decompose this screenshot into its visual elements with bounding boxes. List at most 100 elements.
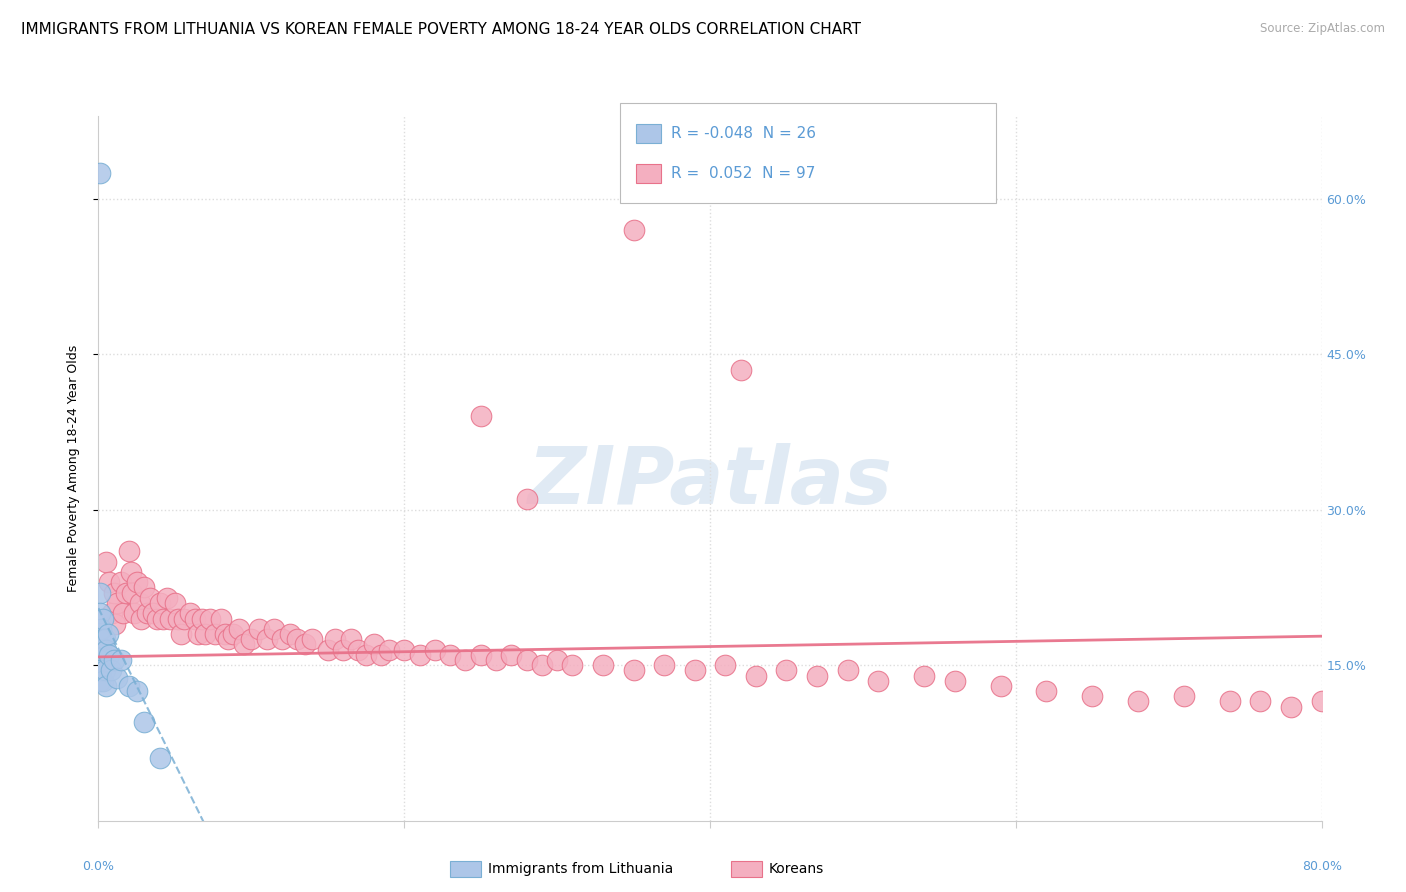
Point bbox=[270, 632, 292, 647]
Point bbox=[129, 611, 152, 625]
Point bbox=[142, 607, 165, 621]
Point bbox=[745, 668, 768, 682]
Point bbox=[339, 632, 361, 647]
Point bbox=[912, 668, 935, 682]
Point bbox=[1128, 694, 1150, 708]
Point bbox=[454, 653, 477, 667]
Point bbox=[222, 627, 245, 641]
Point bbox=[118, 679, 141, 693]
Point bbox=[354, 648, 377, 662]
Point bbox=[408, 648, 430, 662]
Point bbox=[91, 673, 114, 688]
Point bbox=[683, 664, 706, 678]
Point bbox=[592, 658, 614, 673]
Point bbox=[209, 611, 232, 625]
Point bbox=[247, 622, 270, 636]
Point bbox=[623, 223, 645, 237]
Point bbox=[423, 642, 446, 657]
Point bbox=[118, 544, 141, 558]
Point bbox=[363, 637, 385, 651]
Point bbox=[89, 653, 111, 667]
Point bbox=[263, 622, 285, 636]
Point bbox=[103, 653, 125, 667]
Point bbox=[125, 684, 148, 698]
Point bbox=[145, 611, 167, 625]
Point bbox=[1173, 690, 1195, 704]
Point bbox=[285, 632, 308, 647]
Point bbox=[191, 611, 214, 625]
Point bbox=[94, 679, 117, 693]
Point bbox=[104, 616, 127, 631]
Point bbox=[97, 627, 120, 641]
Point bbox=[194, 627, 217, 641]
Point bbox=[652, 658, 675, 673]
Point bbox=[1035, 684, 1057, 698]
Point bbox=[125, 575, 148, 590]
Point bbox=[89, 632, 111, 647]
Text: Koreans: Koreans bbox=[769, 862, 824, 876]
Point bbox=[204, 627, 226, 641]
Point bbox=[91, 611, 114, 625]
Point bbox=[232, 637, 254, 651]
Point bbox=[93, 632, 115, 647]
Point bbox=[98, 648, 121, 662]
Point bbox=[94, 642, 117, 657]
Point bbox=[1249, 694, 1271, 708]
Point bbox=[149, 751, 172, 765]
Point bbox=[990, 679, 1012, 693]
Point bbox=[122, 607, 145, 621]
Point bbox=[98, 575, 121, 590]
Point bbox=[163, 596, 186, 610]
Point bbox=[214, 627, 236, 641]
Text: R =  0.052  N = 97: R = 0.052 N = 97 bbox=[671, 166, 815, 181]
Point bbox=[714, 658, 737, 673]
Point bbox=[240, 632, 263, 647]
Point bbox=[179, 607, 201, 621]
Point bbox=[501, 648, 523, 662]
Point bbox=[89, 585, 111, 599]
Point bbox=[546, 653, 568, 667]
Point bbox=[256, 632, 278, 647]
Point bbox=[470, 409, 492, 424]
Text: Immigrants from Lithuania: Immigrants from Lithuania bbox=[488, 862, 673, 876]
Point bbox=[943, 673, 966, 688]
Point bbox=[332, 642, 354, 657]
Point bbox=[470, 648, 492, 662]
Point bbox=[1279, 699, 1302, 714]
Point bbox=[90, 642, 112, 657]
Point bbox=[228, 622, 250, 636]
Text: Source: ZipAtlas.com: Source: ZipAtlas.com bbox=[1260, 22, 1385, 36]
Point bbox=[775, 664, 797, 678]
Point bbox=[115, 585, 138, 599]
Point bbox=[1219, 694, 1241, 708]
Point bbox=[100, 664, 122, 678]
Text: 80.0%: 80.0% bbox=[1302, 860, 1341, 873]
Point bbox=[105, 671, 128, 685]
Point bbox=[149, 596, 172, 610]
Point bbox=[111, 607, 134, 621]
Point bbox=[139, 591, 162, 605]
Point bbox=[167, 611, 190, 625]
Text: 0.0%: 0.0% bbox=[83, 860, 114, 873]
Point bbox=[485, 653, 508, 667]
Point bbox=[1310, 694, 1333, 708]
Point bbox=[623, 664, 645, 678]
Point bbox=[89, 607, 111, 621]
Point bbox=[868, 673, 890, 688]
Point bbox=[103, 585, 125, 599]
Point bbox=[439, 648, 461, 662]
Point bbox=[806, 668, 828, 682]
Point bbox=[378, 642, 401, 657]
Point bbox=[101, 607, 124, 621]
Point bbox=[530, 658, 553, 673]
Point bbox=[198, 611, 221, 625]
Y-axis label: Female Poverty Among 18-24 Year Olds: Female Poverty Among 18-24 Year Olds bbox=[67, 344, 80, 592]
Point bbox=[1081, 690, 1104, 704]
Point bbox=[90, 622, 112, 636]
Point bbox=[90, 664, 112, 678]
Point bbox=[94, 555, 117, 569]
Point bbox=[93, 664, 115, 678]
Point bbox=[325, 632, 347, 647]
Point bbox=[134, 715, 156, 730]
Text: R = -0.048  N = 26: R = -0.048 N = 26 bbox=[671, 126, 815, 141]
